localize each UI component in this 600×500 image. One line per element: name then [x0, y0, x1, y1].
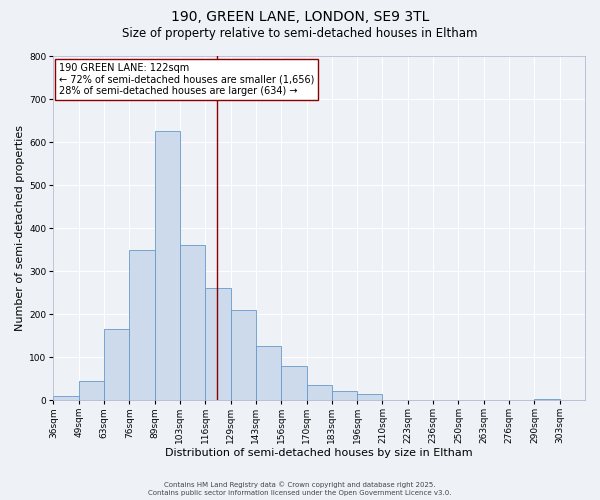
Text: Contains HM Land Registry data © Crown copyright and database right 2025.: Contains HM Land Registry data © Crown c…: [164, 481, 436, 488]
Bar: [205, 288, 230, 400]
Bar: [357, 394, 382, 400]
Bar: [256, 346, 281, 400]
Bar: [535, 399, 560, 400]
Bar: [230, 310, 256, 400]
Bar: [180, 245, 205, 400]
Bar: [155, 132, 180, 400]
Bar: [79, 380, 104, 400]
Text: 190, GREEN LANE, LONDON, SE9 3TL: 190, GREEN LANE, LONDON, SE9 3TL: [171, 10, 429, 24]
Bar: [130, 250, 155, 400]
Bar: [281, 366, 307, 400]
Text: 190 GREEN LANE: 122sqm
← 72% of semi-detached houses are smaller (1,656)
28% of : 190 GREEN LANE: 122sqm ← 72% of semi-det…: [59, 63, 314, 96]
Bar: [104, 329, 130, 400]
X-axis label: Distribution of semi-detached houses by size in Eltham: Distribution of semi-detached houses by …: [166, 448, 473, 458]
Y-axis label: Number of semi-detached properties: Number of semi-detached properties: [15, 125, 25, 331]
Text: Contains public sector information licensed under the Open Government Licence v3: Contains public sector information licen…: [148, 490, 452, 496]
Bar: [332, 390, 357, 400]
Bar: [307, 385, 332, 400]
Text: Size of property relative to semi-detached houses in Eltham: Size of property relative to semi-detach…: [122, 28, 478, 40]
Bar: [53, 396, 79, 400]
